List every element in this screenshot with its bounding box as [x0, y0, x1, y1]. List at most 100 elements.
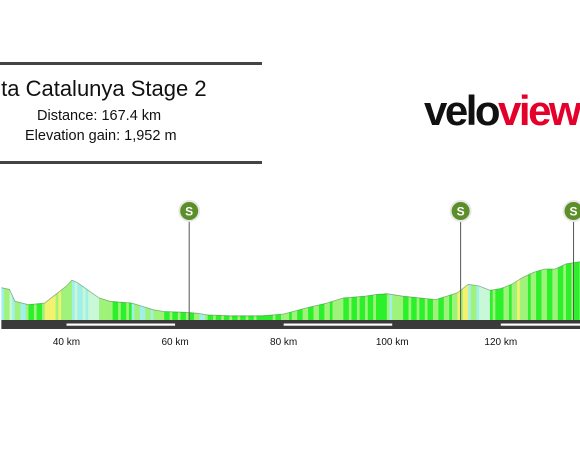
elevation-segment [568, 263, 572, 320]
elevation-segment [430, 299, 434, 320]
elevation-segment [278, 314, 282, 320]
elevation-segment [432, 299, 437, 320]
elevation-segment [375, 294, 380, 320]
elevation-segment [511, 282, 515, 320]
elevation-segment [107, 300, 111, 320]
elevation-segment [405, 296, 409, 320]
elevation-segment [44, 300, 48, 320]
elevation-segment [161, 311, 165, 320]
elevation-segment [408, 296, 412, 320]
elevation-segment [109, 301, 114, 320]
elevation-segment [468, 284, 472, 320]
elevation-segment [346, 297, 350, 320]
elevation-segment [329, 301, 333, 320]
elevation-segment [280, 314, 285, 320]
elevation-segment [248, 315, 252, 320]
elevation-segment [272, 314, 276, 320]
road-stripe [500, 323, 580, 326]
elevation-segment [435, 298, 439, 320]
elevation-segment [131, 303, 135, 320]
x-tick-label: 100 km [376, 337, 409, 348]
elevation-segment [544, 269, 548, 320]
elevation-segment [441, 297, 445, 320]
elevation-segment [9, 289, 13, 320]
elevation-segment [479, 286, 483, 320]
elevation-segment [180, 312, 184, 320]
elevation-segment [574, 262, 578, 320]
elevation-segment [365, 295, 369, 320]
elevation-segment [55, 292, 59, 320]
elevation-segment [563, 263, 567, 320]
elevation-segment [446, 295, 450, 320]
elevation-segment [424, 298, 428, 320]
elevation-segment [63, 286, 67, 320]
elevation-segment [245, 315, 249, 320]
elevation-segment [183, 312, 187, 320]
elevation-segment [20, 302, 24, 320]
elevation-segment [128, 302, 133, 320]
elevation-segment [96, 295, 100, 320]
elevation-segment [519, 277, 523, 320]
elevation-segment [321, 303, 325, 320]
elevation-segment [61, 288, 65, 320]
elevation-segment [33, 303, 38, 320]
elevation-segment [297, 309, 301, 320]
elevation-segment [42, 303, 46, 320]
elevation-segment [481, 287, 485, 320]
elevation-segment [484, 288, 488, 320]
elevation-segment [340, 297, 344, 320]
logo-part-view: view [498, 87, 580, 134]
elevation-segment [318, 304, 323, 320]
elevation-segment [115, 301, 119, 320]
elevation-segment [52, 294, 57, 320]
elevation-segment [386, 293, 390, 320]
elevation-segment [527, 273, 532, 320]
elevation-segment [565, 263, 570, 320]
elevation-segment [416, 297, 420, 320]
elevation-area [1, 261, 580, 320]
elevation-segment [533, 271, 537, 320]
elevation-segment [289, 311, 293, 320]
elevation-segment [427, 298, 431, 320]
elevation-segment [411, 297, 415, 320]
elevation-segment [389, 294, 393, 320]
elevation-profile-chart: S S S 40 km 60 km 80 km 100 km 120 km [1, 200, 580, 348]
elevation-segment [443, 296, 447, 320]
elevation-segment [101, 298, 105, 320]
elevation-segment [552, 269, 556, 320]
elevation-segment [196, 313, 200, 320]
elevation-segment [487, 289, 491, 320]
elevation-segment [381, 293, 385, 320]
elevation-segment [283, 313, 287, 320]
elevation-segment [356, 296, 361, 320]
elevation-segment [1, 287, 5, 320]
elevation-segment [413, 297, 418, 320]
elevation-segment [25, 304, 29, 320]
elevation-segment [137, 304, 141, 320]
elevation-segment [392, 294, 396, 320]
elevation-segment [229, 315, 233, 320]
elevation-segment [324, 303, 328, 320]
stage-title: olta Catalunya Stage 2 [0, 76, 207, 101]
elevation-segment [251, 315, 255, 320]
elevation-segment [223, 315, 228, 320]
elevation-segment [202, 314, 206, 320]
elevation-segment [158, 310, 162, 320]
elevation-segment [90, 292, 95, 320]
elevation-segment [576, 261, 580, 320]
elevation-segment [378, 294, 382, 320]
elevation-segment [50, 296, 54, 320]
elevation-segment [175, 311, 179, 320]
elevation-segment [253, 315, 257, 320]
elevation-segment [39, 303, 43, 320]
elevation-segment [506, 285, 510, 320]
elevation-segment [362, 296, 366, 320]
elevation-segment [218, 315, 222, 320]
elevation-segment [164, 311, 168, 320]
elevation-segment [294, 310, 298, 320]
elevation-segment [169, 311, 173, 320]
elevation-segment [335, 299, 339, 320]
road-bar [1, 320, 580, 329]
elevation-segment [256, 315, 260, 320]
elevation-segment [232, 315, 236, 320]
